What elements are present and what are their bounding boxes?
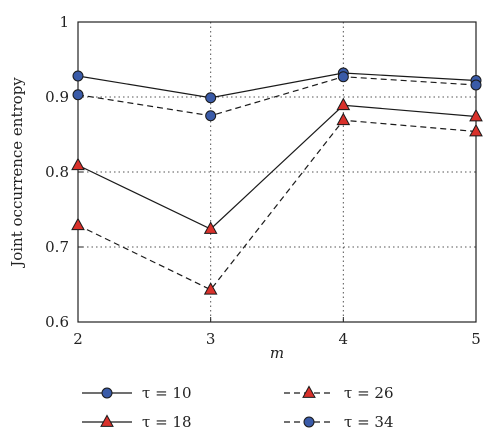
y-tick-label: 0.8 <box>45 163 69 181</box>
x-tick-label: 3 <box>206 330 216 348</box>
legend-marker <box>302 385 316 398</box>
series-2 <box>71 97 483 234</box>
series-line <box>77 104 477 230</box>
data-point <box>71 217 85 231</box>
series-group <box>71 67 483 295</box>
y-tick-label: 0.9 <box>45 88 69 106</box>
y-tick-label: 0.6 <box>45 313 69 331</box>
x-axis-title: m <box>270 344 284 362</box>
data-point <box>470 79 482 91</box>
legend-label: τ = 10 <box>142 384 192 402</box>
series-line <box>77 119 477 291</box>
legend-item: τ = 10 <box>82 384 192 402</box>
data-point <box>71 157 85 171</box>
grid <box>78 22 476 322</box>
data-point <box>203 282 218 295</box>
data-point <box>336 97 351 111</box>
y-axis-title: Joint occurrence entropy <box>8 77 26 269</box>
data-point <box>72 89 84 101</box>
y-tick-label: 0.7 <box>45 238 69 256</box>
data-point <box>203 221 218 234</box>
data-point <box>336 112 351 126</box>
legend: τ = 10 τ = 18 τ = 26 τ = 34 <box>82 384 394 431</box>
series-1 <box>72 67 482 104</box>
legend-marker <box>101 387 113 399</box>
data-point <box>337 71 349 83</box>
x-tick-label: 2 <box>73 330 83 348</box>
legend-label: τ = 26 <box>344 384 394 402</box>
axis-ticks: 2 3 4 5 0.6 0.7 0.8 0.9 1 <box>45 13 481 348</box>
legend-label: τ = 18 <box>142 413 192 431</box>
legend-marker <box>100 414 114 427</box>
y-tick-label: 1 <box>59 13 69 31</box>
data-point <box>72 70 84 82</box>
data-point <box>205 110 217 122</box>
legend-marker <box>303 416 315 428</box>
data-point <box>469 123 483 137</box>
data-point <box>205 92 217 104</box>
legend-label: τ = 34 <box>344 413 394 431</box>
x-tick-label: 5 <box>471 330 481 348</box>
series-line <box>77 72 477 99</box>
series-4 <box>72 71 482 122</box>
data-point <box>469 108 483 122</box>
series-3 <box>71 112 483 295</box>
series-line <box>77 76 477 117</box>
legend-item: τ = 18 <box>82 413 192 431</box>
legend-item: τ = 26 <box>284 384 394 402</box>
x-tick-label: 4 <box>339 330 349 348</box>
legend-item: τ = 34 <box>284 413 394 431</box>
